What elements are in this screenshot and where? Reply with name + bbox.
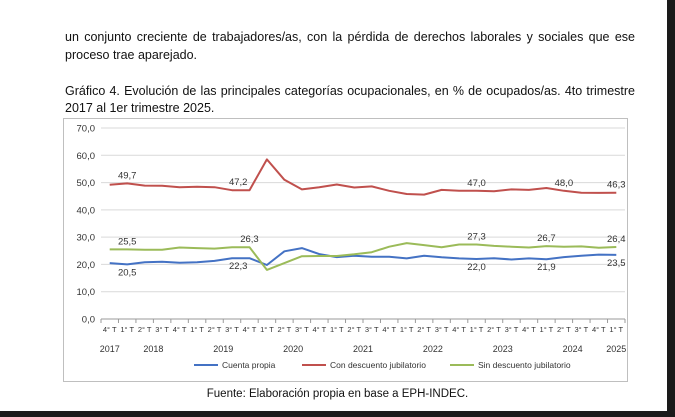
year-label: 2017 — [100, 344, 120, 354]
series-line — [109, 247, 617, 266]
x-tick-label: 2° T — [347, 325, 361, 334]
body-paragraph: un conjunto creciente de trabajadores/as… — [65, 30, 635, 62]
year-label: 2024 — [563, 344, 583, 354]
year-label: 2018 — [143, 344, 163, 354]
x-tick-label: 2° T — [208, 325, 222, 334]
x-tick-label: 1° T — [400, 325, 414, 334]
x-tick-label: 3° T — [225, 325, 239, 334]
y-tick-label: 20,0 — [77, 260, 96, 271]
x-tick-label: 1° T — [190, 325, 204, 334]
data-label: 26,7 — [537, 233, 556, 244]
x-tick-label: 2° T — [557, 325, 571, 334]
year-label: 2025 — [606, 344, 626, 354]
x-tick-label: 3° T — [155, 325, 169, 334]
x-tick-label: 2° T — [487, 325, 501, 334]
x-tick-label: 4° T — [452, 325, 466, 334]
legend-label: Cuenta propia — [222, 360, 276, 370]
x-tick-label: 3° T — [365, 325, 379, 334]
x-tick-label: 3° T — [505, 325, 519, 334]
data-label: 26,3 — [240, 234, 259, 245]
figure-source: Fuente: Elaboración propia en base a EPH… — [206, 388, 469, 400]
window-edge-bottom — [0, 411, 675, 417]
x-tick-label: 4° T — [382, 325, 396, 334]
figure-caption: Gráfico 4. Evolución de las principales … — [65, 84, 635, 115]
data-label: 21,9 — [537, 262, 556, 273]
y-tick-label: 40,0 — [77, 205, 96, 216]
data-label: 48,0 — [555, 178, 574, 189]
year-label: 2022 — [423, 344, 443, 354]
y-tick-label: 10,0 — [77, 287, 96, 298]
x-tick-label: 3° T — [295, 325, 309, 334]
data-label: 22,3 — [229, 261, 248, 272]
x-tick-label: 2° T — [278, 325, 292, 334]
y-tick-label: 60,0 — [77, 151, 96, 162]
x-tick-label: 4° T — [522, 325, 536, 334]
data-label: 47,0 — [467, 178, 486, 189]
x-tick-label: 4° T — [312, 325, 326, 334]
data-label: 49,7 — [118, 170, 137, 181]
data-label: 26,4 — [607, 234, 626, 245]
series-line — [109, 158, 617, 196]
data-label: 20,5 — [118, 267, 137, 278]
x-tick-label: 1° T — [609, 325, 623, 334]
y-tick-label: 30,0 — [77, 233, 96, 244]
year-label: 2019 — [213, 344, 233, 354]
x-tick-label: 1° T — [330, 325, 344, 334]
x-tick-label: 3° T — [574, 325, 588, 334]
window-edge-right — [667, 0, 675, 417]
data-label: 22,0 — [467, 262, 486, 273]
data-label: 25,5 — [118, 236, 137, 247]
data-label: 47,2 — [229, 177, 248, 188]
data-label: 27,3 — [467, 232, 486, 243]
y-tick-label: 50,0 — [77, 178, 96, 189]
year-label: 2021 — [353, 344, 373, 354]
y-tick-label: 0,0 — [82, 315, 95, 326]
year-label: 2020 — [283, 344, 303, 354]
x-tick-label: 3° T — [435, 325, 449, 334]
x-tick-label: 1° T — [260, 325, 274, 334]
series-line — [109, 242, 617, 271]
x-tick-label: 4° T — [103, 325, 117, 334]
x-tick-label: 1° T — [540, 325, 554, 334]
year-label: 2023 — [493, 344, 513, 354]
x-tick-label: 4° T — [592, 325, 606, 334]
x-tick-label: 2° T — [138, 325, 152, 334]
y-tick-label: 70,0 — [77, 124, 96, 135]
legend-label: Con descuento jubilatorio — [330, 360, 426, 370]
data-label: 23,5 — [607, 258, 626, 269]
x-tick-label: 1° T — [470, 325, 484, 334]
data-label: 46,3 — [607, 180, 626, 191]
x-tick-label: 4° T — [173, 325, 187, 334]
legend-label: Sin descuento jubilatorio — [478, 360, 571, 370]
x-tick-label: 1° T — [120, 325, 134, 334]
x-tick-label: 4° T — [243, 325, 257, 334]
x-tick-label: 2° T — [417, 325, 431, 334]
